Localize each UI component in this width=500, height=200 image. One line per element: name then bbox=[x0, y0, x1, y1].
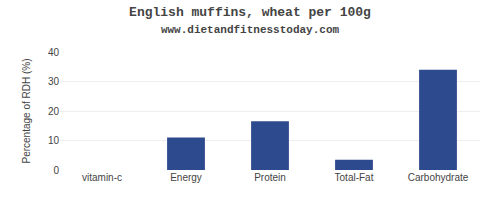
svg-text:20: 20 bbox=[48, 106, 60, 117]
svg-text:10: 10 bbox=[48, 135, 60, 146]
svg-text:English muffins, wheat per 100: English muffins, wheat per 100gwww.dieta… bbox=[129, 5, 371, 36]
svg-text:Total-Fat: Total-Fat bbox=[335, 172, 374, 183]
svg-text:30: 30 bbox=[48, 76, 60, 87]
svg-text:Percentage of RDH (%): Percentage of RDH (%) bbox=[21, 58, 32, 163]
svg-text:vitamin-c: vitamin-c bbox=[82, 172, 122, 183]
svg-text:Energy: Energy bbox=[170, 172, 202, 183]
svg-text:40: 40 bbox=[48, 47, 60, 58]
svg-text:Protein: Protein bbox=[254, 172, 286, 183]
svg-text:0: 0 bbox=[53, 165, 59, 176]
svg-text:Carbohydrate: Carbohydrate bbox=[408, 172, 469, 183]
